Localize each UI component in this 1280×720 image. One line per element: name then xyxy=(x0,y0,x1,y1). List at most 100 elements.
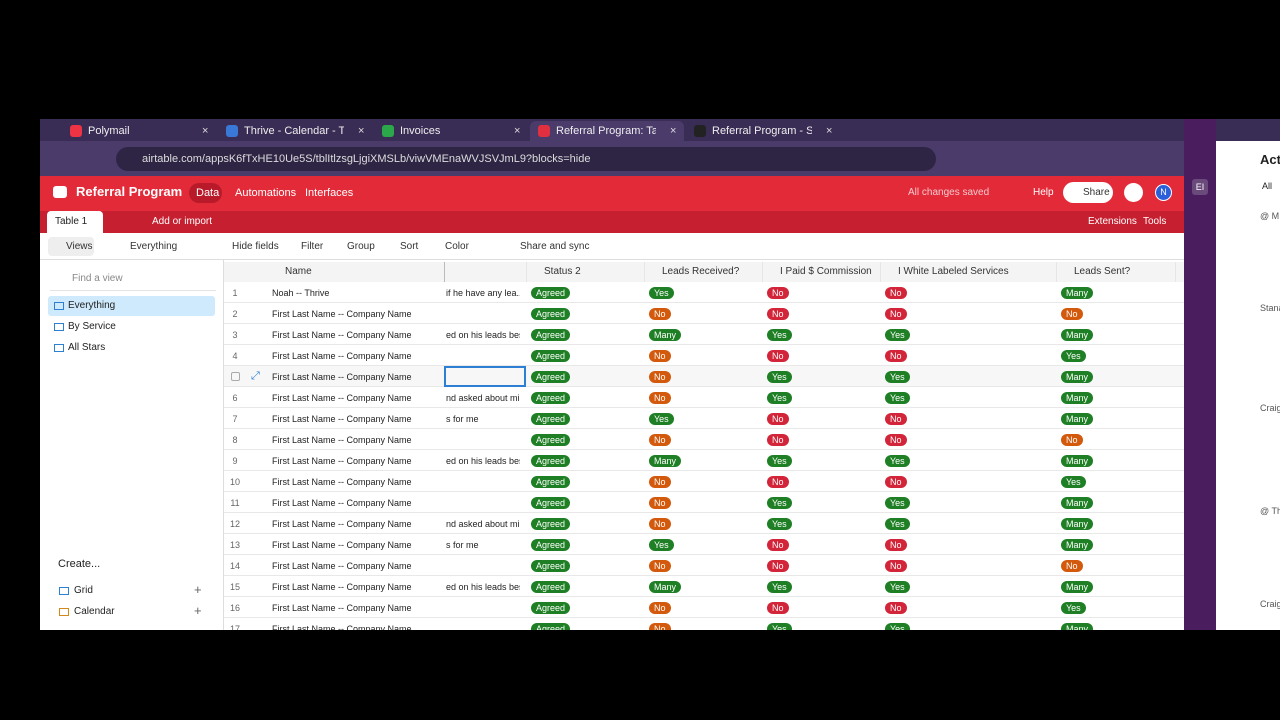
tools[interactable]: Tools xyxy=(1143,216,1167,227)
column-header[interactable]: Leads Sent? xyxy=(1074,266,1131,277)
status-pill[interactable]: Yes xyxy=(885,371,910,383)
notes-cell[interactable]: ed on his leads bes... xyxy=(446,456,520,466)
toolbar-button[interactable]: Everything xyxy=(130,241,178,252)
notes-cell[interactable]: ed on his leads bes... xyxy=(446,582,520,592)
panel-tab[interactable]: All xyxy=(1262,181,1273,191)
column-header[interactable]: Leads Received? xyxy=(662,266,740,277)
status-pill[interactable]: Many xyxy=(1061,623,1094,630)
status-pill[interactable]: No xyxy=(649,371,671,383)
status-pill[interactable]: Yes xyxy=(885,518,910,530)
status-pill[interactable]: Yes xyxy=(885,329,910,341)
status-pill[interactable]: Yes xyxy=(1061,602,1086,614)
record-name[interactable]: First Last Name -- Company Name xyxy=(272,561,412,571)
status-pill[interactable]: Agreed xyxy=(531,497,571,509)
status-pill[interactable]: No xyxy=(767,434,789,446)
status-pill[interactable]: No xyxy=(767,560,789,572)
toolbar-button[interactable]: Sort xyxy=(400,241,419,252)
status-pill[interactable]: Many xyxy=(1061,371,1094,383)
status-pill[interactable]: Yes xyxy=(767,392,792,404)
status-pill[interactable]: No xyxy=(649,392,671,404)
status-pill[interactable]: No xyxy=(885,287,907,299)
status-pill[interactable]: Agreed xyxy=(531,413,571,425)
view-item[interactable]: By Service xyxy=(68,321,116,332)
status-pill[interactable]: Agreed xyxy=(531,602,571,614)
status-pill[interactable]: Many xyxy=(1061,497,1094,509)
status-pill[interactable]: Yes xyxy=(885,623,910,630)
selected-cell[interactable] xyxy=(444,366,526,387)
status-pill[interactable]: No xyxy=(649,560,671,572)
notes-cell[interactable]: ed on his leads bes... xyxy=(446,330,520,340)
toolbar-button[interactable]: Views xyxy=(66,241,93,252)
status-pill[interactable]: Agreed xyxy=(531,623,571,630)
create-item[interactable]: Calendar xyxy=(74,606,115,617)
status-pill[interactable]: No xyxy=(767,350,789,362)
column-header[interactable]: I Paid $ Commission xyxy=(780,266,872,277)
status-pill[interactable]: No xyxy=(1061,560,1083,572)
help[interactable]: Help xyxy=(1033,187,1054,198)
status-pill[interactable]: Yes xyxy=(767,329,792,341)
create-heading[interactable]: Create... xyxy=(58,558,101,570)
browser-tab[interactable]: Referral Program: Table 1 - Airt × xyxy=(530,121,684,141)
toolbar-button[interactable]: Filter xyxy=(301,241,324,252)
url-field[interactable] xyxy=(116,147,936,171)
add-import[interactable]: Add or import xyxy=(152,216,213,227)
record-name[interactable]: First Last Name -- Company Name xyxy=(272,519,412,529)
status-pill[interactable]: Many xyxy=(1061,329,1094,341)
share-button[interactable]: Share xyxy=(1063,182,1113,203)
status-pill[interactable]: Yes xyxy=(1061,476,1086,488)
status-pill[interactable]: Agreed xyxy=(531,455,571,467)
activity-item[interactable]: @ M xyxy=(1260,211,1280,221)
status-pill[interactable]: Yes xyxy=(767,623,792,630)
browser-tab[interactable]: Polymail × xyxy=(62,121,216,141)
status-pill[interactable]: No xyxy=(885,308,907,320)
record-name[interactable]: First Last Name -- Company Name xyxy=(272,372,412,382)
toolbar-button[interactable]: Color xyxy=(445,241,469,252)
status-pill[interactable]: Yes xyxy=(885,392,910,404)
create-item[interactable]: Grid xyxy=(74,585,93,596)
toolbar-button[interactable]: Group xyxy=(347,241,375,252)
activity-item[interactable]: Craig xyxy=(1260,403,1280,413)
status-pill[interactable]: No xyxy=(767,308,789,320)
status-pill[interactable]: Agreed xyxy=(531,287,571,299)
table-tab[interactable]: Table 1 xyxy=(47,211,103,233)
notes-cell[interactable]: s for me xyxy=(446,414,479,424)
status-pill[interactable]: Agreed xyxy=(531,392,571,404)
status-pill[interactable]: No xyxy=(1061,308,1083,320)
status-pill[interactable]: Yes xyxy=(1061,350,1086,362)
status-pill[interactable]: Yes xyxy=(885,497,910,509)
status-pill[interactable]: Yes xyxy=(767,581,792,593)
record-name[interactable]: First Last Name -- Company Name xyxy=(272,414,412,424)
status-pill[interactable]: No xyxy=(885,434,907,446)
view-item[interactable]: All Stars xyxy=(68,342,106,353)
record-name[interactable]: First Last Name -- Company Name xyxy=(272,603,412,613)
record-name[interactable]: First Last Name -- Company Name xyxy=(272,582,412,592)
status-pill[interactable]: Many xyxy=(1061,392,1094,404)
notes-cell[interactable]: s for me xyxy=(446,540,479,550)
status-pill[interactable]: No xyxy=(767,287,789,299)
record-name[interactable]: First Last Name -- Company Name xyxy=(272,435,412,445)
status-pill[interactable]: Yes xyxy=(885,581,910,593)
column-header[interactable]: I White Labeled Services xyxy=(898,266,1009,277)
status-pill[interactable]: Agreed xyxy=(531,350,571,362)
status-pill[interactable]: No xyxy=(649,434,671,446)
notes-cell[interactable]: nd asked about mi... xyxy=(446,393,520,403)
nav-item[interactable]: Interfaces xyxy=(305,187,354,199)
status-pill[interactable]: Many xyxy=(1061,539,1094,551)
record-name[interactable]: First Last Name -- Company Name xyxy=(272,309,412,319)
notes-cell[interactable]: nd asked about mi... xyxy=(446,519,520,529)
record-name[interactable]: First Last Name -- Company Name xyxy=(272,498,412,508)
status-pill[interactable]: Yes xyxy=(649,539,674,551)
status-pill[interactable]: Yes xyxy=(767,497,792,509)
record-name[interactable]: Noah -- Thrive xyxy=(272,288,330,298)
status-pill[interactable]: Agreed xyxy=(531,308,571,320)
browser-tab[interactable]: Invoices × xyxy=(374,121,528,141)
share-label[interactable]: Share xyxy=(1083,187,1110,198)
record-name[interactable]: First Last Name -- Company Name xyxy=(272,456,412,466)
status-pill[interactable]: Many xyxy=(649,581,682,593)
status-pill[interactable]: No xyxy=(649,623,671,630)
extensions[interactable]: Extensions xyxy=(1088,216,1137,227)
status-pill[interactable]: Yes xyxy=(649,287,674,299)
row-checkbox[interactable] xyxy=(231,372,240,381)
record-name[interactable]: First Last Name -- Company Name xyxy=(272,540,412,550)
status-pill[interactable]: Agreed xyxy=(531,329,571,341)
